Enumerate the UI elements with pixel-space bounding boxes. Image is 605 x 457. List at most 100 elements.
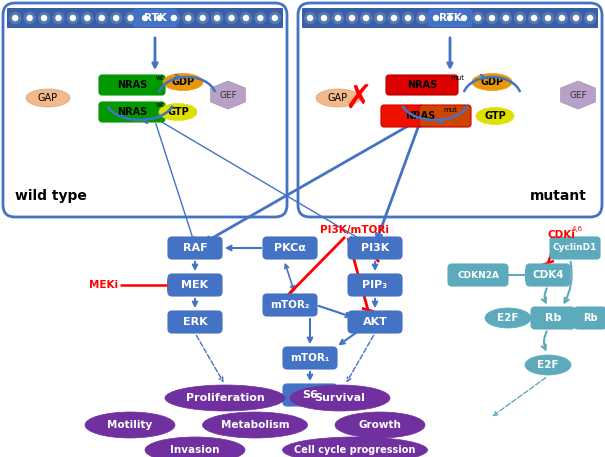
FancyBboxPatch shape [386,75,458,95]
Text: Proliferation: Proliferation [186,393,264,403]
Circle shape [111,12,122,23]
Circle shape [82,12,93,23]
Text: CDK4: CDK4 [532,270,564,280]
Text: PKCα: PKCα [274,243,306,253]
Circle shape [157,16,162,21]
Circle shape [67,12,79,23]
Text: S6: S6 [302,390,318,400]
Circle shape [350,16,355,21]
FancyBboxPatch shape [263,237,317,259]
Text: MEKi: MEKi [89,280,118,290]
FancyBboxPatch shape [348,311,402,333]
Circle shape [445,12,456,23]
FancyBboxPatch shape [574,307,605,329]
Circle shape [431,12,442,23]
Text: Rb: Rb [583,313,597,323]
FancyBboxPatch shape [526,264,570,286]
Text: CDKN2A: CDKN2A [457,271,499,280]
Circle shape [347,12,358,23]
FancyBboxPatch shape [263,294,317,316]
Text: mTOR₂: mTOR₂ [270,300,310,310]
Ellipse shape [163,74,203,90]
FancyBboxPatch shape [133,9,177,27]
Circle shape [128,16,133,21]
Circle shape [584,12,595,23]
Text: RTK: RTK [143,13,166,23]
Text: Motility: Motility [107,420,152,430]
FancyBboxPatch shape [348,237,402,259]
Circle shape [53,12,64,23]
Circle shape [489,16,494,21]
Text: NRAS: NRAS [407,80,437,90]
Circle shape [402,12,413,23]
Circle shape [587,16,592,21]
Circle shape [200,16,205,21]
Circle shape [514,12,526,23]
Circle shape [321,16,327,21]
Ellipse shape [203,412,307,438]
Text: mut: mut [443,107,457,113]
Circle shape [388,12,399,23]
Text: Metabolism: Metabolism [221,420,289,430]
Text: GTP: GTP [167,107,189,117]
FancyBboxPatch shape [99,102,165,122]
Circle shape [419,16,425,21]
Text: mTOR₁: mTOR₁ [290,353,330,363]
Text: mut: mut [450,75,464,81]
Text: NRAS: NRAS [405,111,435,121]
Text: E2F: E2F [537,360,559,370]
Circle shape [24,12,35,23]
Text: NRAS: NRAS [117,80,147,90]
Circle shape [557,12,567,23]
Circle shape [154,12,165,23]
FancyBboxPatch shape [168,274,222,296]
Text: CDKi: CDKi [548,230,576,240]
Ellipse shape [283,437,428,457]
Text: wt: wt [156,75,165,81]
Text: 4,6: 4,6 [572,226,583,232]
FancyBboxPatch shape [298,3,602,217]
Circle shape [405,16,411,21]
Circle shape [42,16,47,21]
Circle shape [13,16,18,21]
Circle shape [336,16,341,21]
Circle shape [70,16,76,21]
Ellipse shape [525,355,571,375]
Text: Growth: Growth [359,420,402,430]
Circle shape [10,12,21,23]
Ellipse shape [290,385,390,411]
Circle shape [99,16,104,21]
Text: mutant: mutant [530,189,587,203]
Circle shape [503,16,508,21]
Circle shape [571,12,581,23]
Circle shape [168,12,179,23]
Circle shape [391,16,396,21]
Circle shape [500,12,511,23]
Text: AKT: AKT [362,317,387,327]
Circle shape [125,12,136,23]
FancyBboxPatch shape [283,347,337,369]
Text: RTK: RTK [439,13,462,23]
Circle shape [486,12,497,23]
Circle shape [114,16,119,21]
Ellipse shape [145,437,245,457]
Circle shape [543,12,554,23]
FancyBboxPatch shape [302,8,598,28]
Text: ✗: ✗ [344,81,372,115]
Ellipse shape [26,89,70,107]
Circle shape [333,12,344,23]
Circle shape [517,16,523,21]
Circle shape [258,16,263,21]
Text: Invasion: Invasion [170,445,220,455]
Text: GAP: GAP [38,93,58,103]
Polygon shape [561,81,595,109]
Circle shape [212,12,223,23]
Polygon shape [211,81,245,109]
Text: GDP: GDP [480,77,503,87]
Text: Cell cycle progression: Cell cycle progression [294,445,416,455]
Circle shape [85,16,90,21]
Text: CyclinD1: CyclinD1 [553,244,597,253]
Circle shape [560,16,564,21]
Text: PIP₃: PIP₃ [362,280,388,290]
FancyBboxPatch shape [7,8,283,28]
